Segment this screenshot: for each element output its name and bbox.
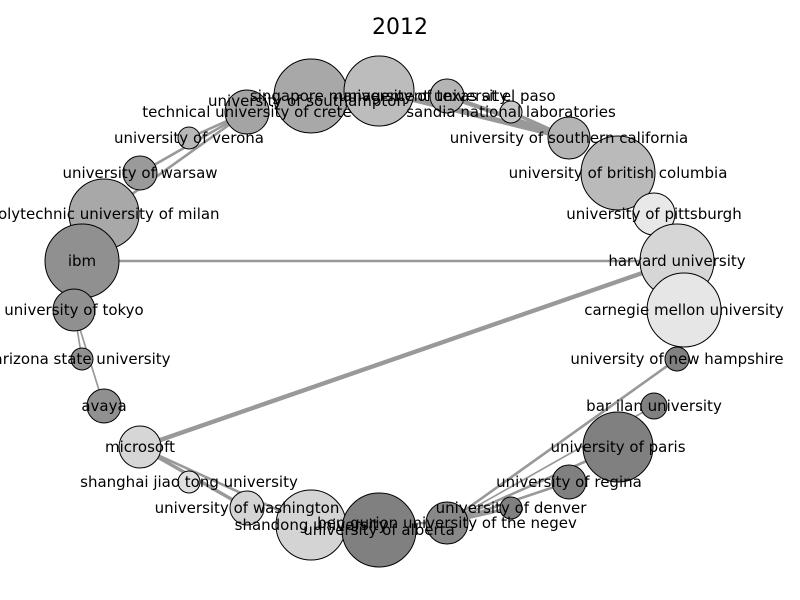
node-university-of-new-hampshire (664, 346, 690, 372)
node-label-university-of-pittsburgh: university of pittsburgh (566, 205, 741, 223)
graph-title: 2012 (372, 15, 428, 40)
node-label-shandong-university: shandong university (235, 516, 388, 534)
node-label-university-of-warsaw: university of warsaw (62, 164, 217, 182)
node-label-university-of-verona: university of verona (114, 129, 264, 147)
node-avaya (86, 388, 122, 424)
node-arizona-state-university (70, 347, 94, 371)
node-label-arizona-state-university: arizona state university (0, 350, 171, 368)
node-label-carnegie-mellon-university: carnegie mellon university (584, 301, 784, 319)
node-university-of-warsaw (122, 155, 158, 191)
node-label-university-of-regina: university of regina (496, 473, 642, 491)
node-university-of-british-columbia (580, 135, 656, 211)
node-label-shanghai-jiao-tong-university: shanghai jiao tong university (80, 473, 298, 491)
node-label-university-of-tokyo: university of tokyo (4, 301, 143, 319)
node-label-university-of-southampton: university of southampton (208, 92, 406, 110)
node-university-of-alberta (341, 492, 417, 568)
edge-microsoft--harvard-university (137, 258, 680, 450)
node-university-of-paris (582, 411, 654, 483)
node-label-university-of-southern-california: university of southern california (450, 129, 688, 147)
node-layer (44, 55, 722, 568)
node-label-microsoft: microsoft (105, 438, 175, 456)
node-label-university-of-new-hampshire: university of new hampshire (570, 350, 783, 368)
node-university-of-southampton (429, 78, 465, 114)
node-carnegie-mellon-university (646, 272, 722, 348)
node-label-polytechnic-university-of-milan: polytechnic university of milan (0, 205, 220, 223)
node-label-technical-university-of-crete: technical university of crete (142, 103, 352, 121)
node-university-of-denver (499, 496, 523, 520)
node-university-of-texas-at-el-paso (343, 55, 415, 127)
node-label-ibm: ibm (68, 252, 96, 270)
node-university-of-southern-california (547, 116, 591, 160)
node-bar-ilan-university (640, 392, 668, 420)
node-label-sandia-national-laboratories: sandia national laboratories (406, 103, 616, 121)
node-university-of-washington (229, 490, 265, 526)
node-technical-university-of-crete (224, 89, 270, 135)
node-university-of-tokyo (52, 288, 96, 332)
node-shanghai-jiao-tong-university (177, 470, 201, 494)
node-label-university-of-paris: university of paris (550, 438, 685, 456)
edge-ben-gurion-university-of-the-negev--university-of-new-hampshire (445, 357, 679, 525)
node-label-university-of-denver: university of denver (436, 499, 588, 517)
node-label-harvard-university: harvard university (608, 252, 745, 270)
node-label-singapore-management-university: singapore management university (250, 87, 508, 105)
node-label-university-of-british-columbia: university of british columbia (509, 164, 728, 182)
node-label-avaya: avaya (81, 397, 126, 415)
node-label-bar-ilan-university: bar ilan university (586, 397, 722, 415)
node-microsoft (118, 425, 162, 469)
node-label-university-of-washington: university of washington (155, 499, 340, 517)
node-label-university-of-texas-at-el-paso: university of texas at el paso (338, 87, 555, 105)
node-ben-gurion-university-of-the-negev (425, 501, 469, 545)
label-layer: singapore management universityuniversit… (0, 87, 784, 539)
node-label-university-of-alberta: university of alberta (303, 521, 455, 539)
node-university-of-verona (177, 126, 201, 150)
node-sandia-national-laboratories (499, 100, 523, 124)
node-label-ben-gurion-university-of-the-negev: ben gurion university of the negev (317, 514, 577, 532)
node-university-of-regina (551, 464, 587, 500)
